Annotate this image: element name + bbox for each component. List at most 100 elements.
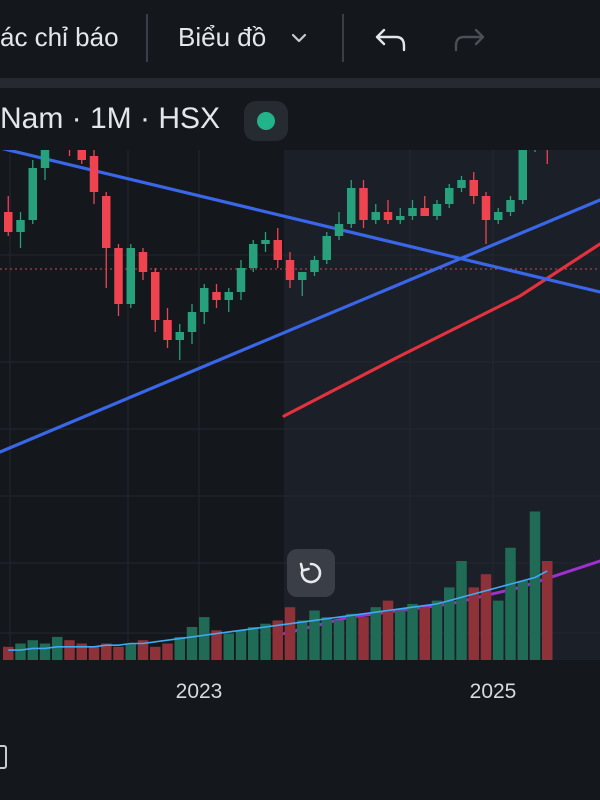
volume-bar — [76, 643, 87, 660]
volume-bar — [456, 561, 467, 660]
reset-chart-button[interactable] — [287, 549, 335, 597]
chart-grid — [0, 150, 600, 660]
volume-bar — [113, 646, 124, 660]
candle-body — [200, 288, 209, 312]
volume-bar — [468, 587, 479, 660]
volume-bar — [358, 617, 369, 660]
volume-bar — [52, 636, 63, 660]
candle-body — [469, 180, 478, 196]
volume-ma-line — [8, 570, 548, 651]
candle-body — [310, 260, 319, 272]
candle-body — [359, 188, 368, 220]
volume-bar — [260, 623, 271, 660]
candle-body — [322, 236, 331, 260]
candle-body — [481, 196, 491, 220]
volume-bar — [444, 587, 455, 660]
volume-bar — [125, 643, 136, 660]
candle-body — [175, 332, 184, 340]
volume-bar — [407, 603, 418, 660]
volume-bar — [186, 627, 198, 660]
volume-bar — [64, 640, 75, 660]
volume-bar — [493, 600, 504, 660]
volume-bar — [431, 600, 443, 660]
volume-bar — [370, 607, 381, 660]
reset-icon — [299, 562, 322, 584]
candle-body — [445, 188, 454, 204]
volume-bar — [211, 630, 222, 660]
candle-body — [347, 188, 356, 224]
candle-body — [249, 244, 258, 268]
volume-bar — [346, 613, 357, 660]
volume-bar — [542, 561, 553, 660]
undo-icon[interactable] — [374, 24, 408, 54]
price-chart[interactable]: 2023 2025 — [0, 150, 600, 742]
top-toolbar: ác chỉ báo Biểu đồ — [0, 0, 600, 78]
x-tick-label: 2025 — [470, 680, 517, 703]
trendline — [0, 198, 600, 454]
candle-body — [126, 248, 135, 304]
candle-body — [285, 260, 295, 280]
volume-bar — [395, 610, 406, 660]
candle-body — [518, 150, 527, 200]
band-line — [282, 242, 600, 418]
candle-body — [114, 248, 123, 304]
volume-bar — [297, 620, 308, 660]
candle-body — [396, 216, 405, 220]
market-status-badge[interactable] — [244, 101, 288, 141]
candle-body — [151, 272, 160, 320]
volume-bar — [235, 630, 247, 660]
candle-body — [187, 312, 197, 332]
volume-bar — [137, 640, 149, 660]
volume-bar — [39, 643, 51, 660]
toolbar-border — [0, 78, 600, 88]
candle-body — [457, 180, 466, 188]
candle-body — [334, 224, 344, 236]
volume-bar — [419, 607, 430, 660]
volume-bar — [382, 600, 394, 660]
candle-body — [89, 156, 99, 192]
calendar-icon[interactable] — [0, 742, 10, 772]
volume-bar — [480, 574, 492, 660]
volume-bar — [321, 617, 332, 660]
candle-body — [432, 204, 442, 216]
toolbar-divider — [342, 14, 344, 62]
candle-body — [494, 212, 503, 220]
candle-body — [77, 150, 86, 160]
volume-bar — [27, 640, 38, 660]
status-dot-icon — [257, 112, 275, 130]
volume-bar — [101, 643, 112, 660]
candle-body — [138, 252, 148, 272]
candle-body — [273, 240, 282, 260]
candle-body — [236, 268, 246, 292]
volume-bar — [199, 617, 210, 660]
volume-bar — [517, 580, 528, 660]
candle-body — [28, 168, 37, 220]
trendline — [1, 150, 600, 294]
chart-type-button[interactable]: Biểu đồ — [178, 22, 267, 52]
symbol-title[interactable]: Nam · 1M · HSX — [0, 102, 221, 135]
redo-icon[interactable] — [452, 24, 486, 54]
candle-body — [420, 208, 429, 216]
indicators-button[interactable]: ác chỉ báo — [0, 22, 119, 52]
candle-body — [261, 240, 270, 244]
candle-body — [298, 272, 307, 280]
candle-body — [163, 320, 172, 340]
candle-body — [40, 150, 50, 168]
chevron-down-icon[interactable] — [290, 32, 308, 46]
volume-bar — [150, 646, 161, 660]
volume-bar — [529, 511, 541, 660]
volume-bar — [162, 643, 173, 660]
volume-bar — [284, 607, 296, 660]
candle-body — [224, 292, 233, 300]
candle-body — [4, 212, 13, 232]
candle-body — [408, 208, 417, 216]
candle-body — [506, 200, 515, 212]
candle-body — [102, 196, 111, 248]
candle-body — [383, 212, 393, 220]
volume-bar — [3, 646, 14, 660]
candle-body — [16, 220, 25, 232]
volume-bar — [174, 636, 185, 660]
volume-bar — [223, 633, 234, 660]
candle-body — [371, 212, 380, 220]
volume-bar — [248, 627, 259, 660]
